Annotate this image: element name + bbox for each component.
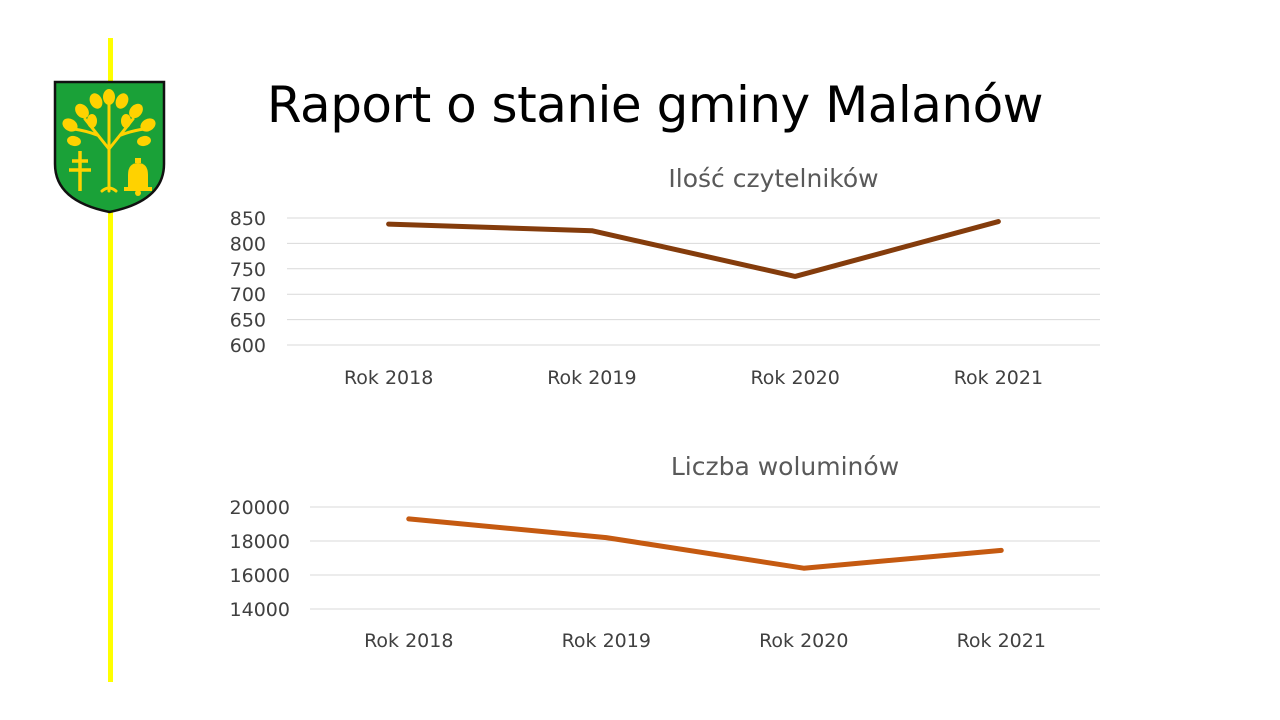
x-tick-label: Rok 2020: [759, 630, 848, 652]
chart-title: Ilość czytelników: [668, 164, 878, 193]
yellow-accent-line: [108, 38, 113, 682]
readers-line-chart: Ilość czytelników 600 650 700 750 800 850 Rok 2…: [230, 164, 1100, 389]
x-tick-label: Rok 2021: [954, 367, 1043, 389]
y-tick-label: 800: [230, 233, 266, 255]
y-tick-label: 16000: [230, 565, 290, 587]
x-tick-label: Rok 2019: [547, 367, 636, 389]
x-tick-label: Rok 2018: [364, 630, 453, 652]
coat-of-arms-icon: [53, 80, 166, 214]
x-tick-label: Rok 2021: [957, 630, 1046, 652]
y-tick-label: 18000: [230, 531, 290, 553]
y-tick-label: 20000: [230, 497, 290, 519]
y-tick-label: 700: [230, 284, 266, 306]
y-tick-label: 850: [230, 208, 266, 230]
series-line: [386, 219, 1001, 279]
series-line: [406, 516, 1004, 571]
x-tick-label: Rok 2018: [344, 367, 433, 389]
y-tick-label: 750: [230, 259, 266, 281]
x-tick-label: Rok 2020: [750, 367, 839, 389]
y-tick-label: 600: [230, 335, 266, 357]
x-tick-label: Rok 2019: [562, 630, 651, 652]
page-title: Raport o stanie gminy Malanów: [266, 76, 1044, 134]
y-tick-label: 14000: [230, 599, 290, 621]
y-tick-label: 650: [230, 310, 266, 332]
volumes-line-chart: Liczba woluminów 14000 16000 18000 20000 Rok …: [230, 452, 1100, 652]
chart-title: Liczba woluminów: [671, 452, 899, 481]
